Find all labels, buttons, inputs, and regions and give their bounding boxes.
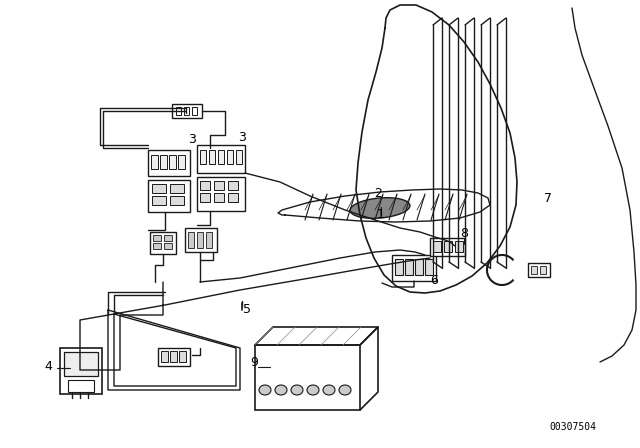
Bar bbox=[255, 345, 360, 410]
Text: 00307504: 00307504 bbox=[549, 422, 596, 432]
Bar bbox=[197, 145, 245, 173]
Bar bbox=[60, 348, 102, 394]
Bar bbox=[153, 235, 161, 241]
Bar bbox=[170, 184, 184, 193]
Bar bbox=[540, 266, 546, 274]
Bar bbox=[164, 235, 172, 241]
Bar bbox=[433, 241, 441, 252]
Ellipse shape bbox=[259, 385, 271, 395]
Bar bbox=[214, 181, 224, 190]
Bar bbox=[158, 348, 190, 366]
Bar bbox=[444, 241, 452, 252]
Bar bbox=[160, 155, 167, 169]
Bar bbox=[236, 150, 242, 164]
Text: 5: 5 bbox=[243, 303, 251, 316]
Bar bbox=[148, 150, 190, 176]
Bar bbox=[176, 107, 181, 115]
Text: 1: 1 bbox=[377, 208, 385, 221]
Ellipse shape bbox=[323, 385, 335, 395]
Bar bbox=[206, 232, 212, 248]
Bar bbox=[218, 150, 224, 164]
Text: 8: 8 bbox=[460, 227, 468, 240]
Bar bbox=[185, 228, 217, 252]
Text: 3: 3 bbox=[238, 131, 246, 144]
Bar bbox=[214, 193, 224, 202]
Ellipse shape bbox=[291, 385, 303, 395]
Bar bbox=[68, 380, 94, 392]
Bar bbox=[430, 238, 465, 256]
Text: 9: 9 bbox=[250, 356, 258, 369]
Bar bbox=[184, 107, 189, 115]
Text: 4: 4 bbox=[44, 360, 52, 373]
Bar bbox=[170, 351, 177, 362]
Bar bbox=[197, 177, 245, 211]
Text: 7: 7 bbox=[544, 192, 552, 205]
Bar bbox=[209, 150, 215, 164]
Bar bbox=[455, 241, 463, 252]
Bar bbox=[188, 232, 194, 248]
Bar bbox=[528, 263, 550, 277]
Bar bbox=[228, 181, 238, 190]
Bar bbox=[151, 155, 158, 169]
Bar bbox=[227, 150, 233, 164]
Bar bbox=[161, 351, 168, 362]
Bar bbox=[169, 155, 176, 169]
Bar bbox=[170, 196, 184, 205]
Bar bbox=[392, 255, 436, 281]
Bar bbox=[192, 107, 197, 115]
Bar bbox=[172, 104, 202, 118]
Text: 6: 6 bbox=[430, 274, 438, 287]
Bar bbox=[153, 243, 161, 249]
Bar bbox=[228, 193, 238, 202]
Bar bbox=[164, 243, 172, 249]
Bar bbox=[200, 181, 210, 190]
Text: 2: 2 bbox=[374, 187, 382, 200]
Text: 3: 3 bbox=[188, 133, 196, 146]
Bar bbox=[152, 184, 166, 193]
Bar bbox=[179, 351, 186, 362]
Ellipse shape bbox=[339, 385, 351, 395]
Ellipse shape bbox=[307, 385, 319, 395]
Bar bbox=[531, 266, 537, 274]
Bar bbox=[200, 150, 206, 164]
Bar bbox=[150, 232, 176, 254]
Bar bbox=[152, 196, 166, 205]
Bar bbox=[178, 155, 185, 169]
Bar bbox=[148, 180, 190, 212]
Bar bbox=[64, 352, 98, 376]
Ellipse shape bbox=[350, 198, 410, 218]
Bar bbox=[405, 259, 413, 275]
Ellipse shape bbox=[275, 385, 287, 395]
Bar bbox=[395, 259, 403, 275]
Bar bbox=[415, 259, 423, 275]
Bar bbox=[200, 193, 210, 202]
Bar bbox=[425, 259, 433, 275]
Bar bbox=[197, 232, 203, 248]
